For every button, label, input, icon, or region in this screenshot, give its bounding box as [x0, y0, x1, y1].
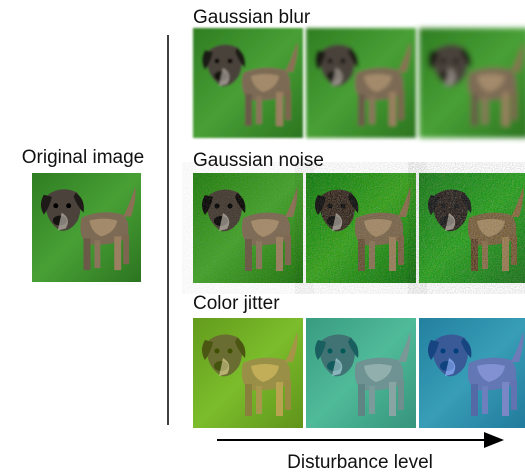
row-label: Gaussian blur	[193, 7, 311, 28]
row-label: Gaussian noise	[193, 150, 324, 171]
axis-label: Disturbance level	[287, 452, 433, 473]
disturbed-image	[306, 318, 416, 428]
row-label: Color jitter	[193, 293, 280, 314]
original-label: Original image	[22, 147, 145, 168]
disturbed-image	[419, 173, 525, 283]
original-image	[32, 173, 141, 282]
disturbed-image	[419, 318, 525, 428]
disturbed-image	[306, 28, 416, 138]
disturbed-image	[419, 28, 525, 138]
disturbed-image	[193, 318, 303, 428]
image-grid	[193, 28, 525, 428]
disturbed-image	[193, 173, 303, 283]
disturbed-image	[193, 28, 303, 138]
disturbed-image	[306, 173, 416, 283]
